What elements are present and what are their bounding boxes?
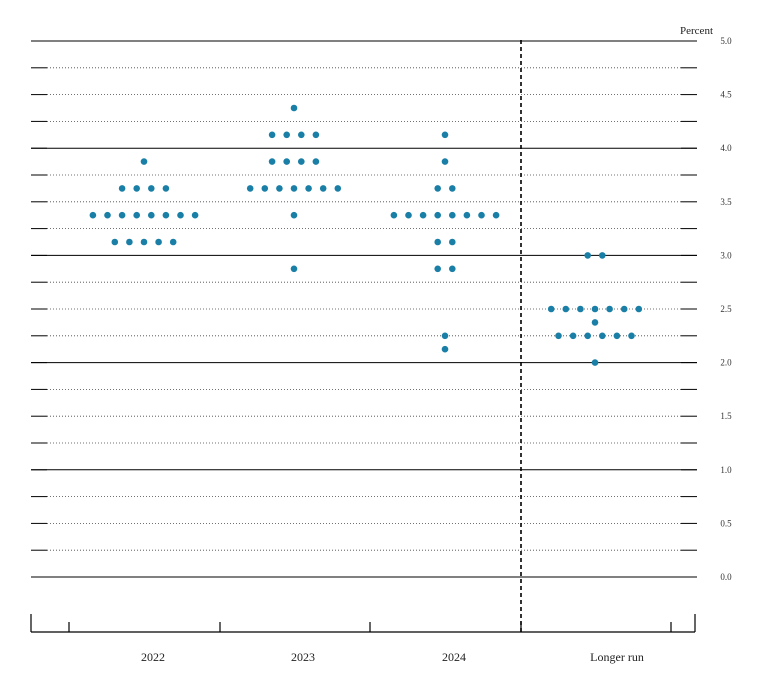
y-tick-labels: 0.0 0.5 1.0 1.5 2.0 2.5 3.0 3.5 4.0 4.5 5.0: [720, 36, 732, 582]
dot-point: [591, 305, 599, 313]
dot-point: [111, 238, 119, 246]
dot-point: [118, 185, 126, 192]
dot-point: [177, 211, 184, 219]
dot-point: [434, 265, 442, 273]
y-tick-label: 3.5: [720, 197, 732, 207]
dot-point: [126, 238, 133, 246]
dot-point: [334, 185, 342, 192]
dot-point: [290, 185, 298, 192]
dot-point: [169, 238, 177, 246]
dot-point: [246, 185, 254, 192]
y-tick-label: 2.5: [720, 304, 732, 314]
dot-point: [312, 131, 320, 139]
dot-point: [591, 319, 599, 326]
dot-point: [569, 332, 577, 340]
dot-point: [162, 185, 170, 192]
dot-point: [463, 211, 471, 219]
dot-point: [104, 211, 111, 219]
dot-point: [298, 158, 305, 165]
dot-point: [449, 265, 456, 273]
dot-point: [441, 332, 449, 340]
dot-point: [268, 131, 276, 139]
dot-point: [140, 238, 148, 246]
y-tick-label: 4.5: [720, 90, 732, 100]
dot-point: [140, 158, 148, 165]
dot-point: [283, 158, 291, 165]
dot-point: [390, 211, 398, 219]
y-tick-label: 2.0: [720, 358, 732, 368]
dot-point: [591, 359, 599, 366]
y-tick-label: 5.0: [720, 36, 732, 46]
dot-point: [419, 211, 427, 219]
dot-point: [290, 104, 298, 112]
dot-point: [276, 185, 283, 192]
dot-point: [290, 211, 298, 219]
category-label: 2022: [141, 650, 165, 664]
dot-point: [319, 185, 327, 192]
dot-point: [148, 185, 155, 192]
dot-point: [290, 265, 298, 273]
y-tick-label: 0.0: [720, 572, 732, 582]
dot-point: [577, 305, 584, 313]
dot-point: [191, 211, 199, 219]
dot-point: [555, 332, 562, 340]
y-tick-label: 3.0: [720, 250, 732, 260]
y-tick-label: 4.0: [720, 143, 732, 153]
dot-point: [441, 131, 449, 139]
category-label: 2023: [291, 650, 315, 664]
dot-point: [606, 305, 613, 313]
dot-point: [441, 345, 449, 353]
x-axis: [30, 614, 696, 633]
dot-point: [449, 211, 456, 219]
dot-point: [599, 332, 606, 340]
unit-label: Percent: [680, 25, 713, 37]
dot-point: [283, 131, 291, 139]
dot-point: [305, 185, 312, 192]
dot-point: [405, 211, 412, 219]
dot-point: [620, 305, 628, 313]
dot-point: [312, 158, 320, 165]
dot-point: [434, 185, 442, 192]
dot-point: [89, 211, 97, 219]
dot-point: [148, 211, 155, 219]
dot-point: [449, 185, 456, 192]
category-label: 2024: [442, 650, 466, 664]
dot-point: [613, 332, 621, 340]
dot-point: [434, 238, 442, 246]
dot-point: [478, 211, 485, 219]
dot-point: [155, 238, 162, 246]
y-tick-label: 1.0: [720, 465, 732, 475]
dot-point: [434, 211, 442, 219]
category-labels: 2022 2023 2024 Longer run: [141, 650, 644, 664]
dot-point: [118, 211, 126, 219]
dot-point: [133, 185, 140, 192]
category-label: Longer run: [590, 650, 644, 664]
gridlines: [31, 40, 697, 578]
dot-point: [584, 332, 591, 340]
dot-point: [162, 211, 170, 219]
dot-point: [628, 332, 635, 340]
dot-point: [635, 305, 643, 313]
dot-point: [547, 305, 555, 313]
dot-point: [268, 158, 276, 165]
dot-point: [298, 131, 305, 139]
dot-point: [441, 158, 449, 165]
dot-point: [562, 305, 570, 313]
dot-point: [449, 238, 456, 246]
y-tick-label: 1.5: [720, 411, 732, 421]
dot-point: [599, 252, 606, 259]
y-tick-label: 0.5: [720, 518, 732, 528]
dot-point: [133, 211, 140, 219]
dot-point: [584, 252, 591, 259]
dot-point: [492, 211, 500, 219]
dots: [89, 104, 643, 366]
dot-point: [261, 185, 269, 192]
